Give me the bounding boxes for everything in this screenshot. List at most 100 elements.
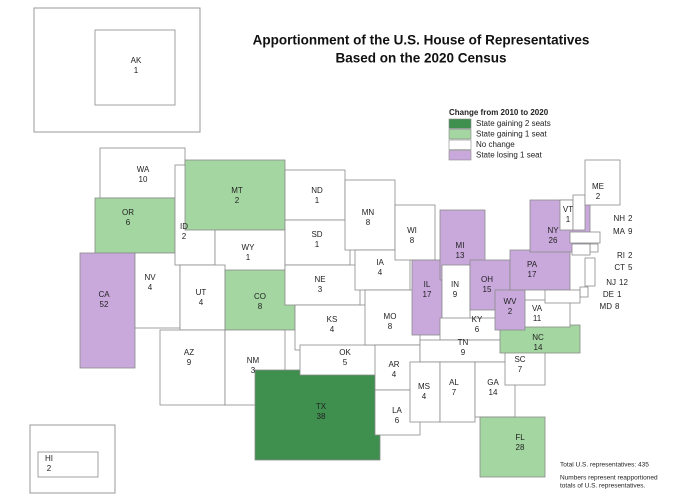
state (584, 159, 621, 206)
state (544, 289, 581, 304)
state-seats: 14 (534, 343, 543, 352)
state-seats: 6 (475, 325, 480, 334)
note: Numbers represent reapportioned (560, 475, 658, 482)
state (571, 243, 591, 256)
state-abbr: KY (472, 315, 483, 324)
legend-title: Change from 2010 to 2020 (449, 108, 549, 117)
state-seats: 2 (182, 232, 187, 241)
state-seats: 38 (317, 412, 326, 421)
state-seats: 1 (617, 290, 622, 299)
state-abbr: OH (481, 275, 493, 284)
state-abbr: AL (449, 378, 459, 387)
state-abbr: SC (514, 355, 525, 364)
state (344, 179, 396, 251)
states: AK1HI2WA10OR6CA52NV4ID2MT2WY1UT4AZ9CO8NM… (37, 29, 633, 478)
state-seats: 4 (392, 370, 397, 379)
state-abbr: OR (122, 208, 134, 217)
state-seats: 7 (518, 365, 523, 374)
state-seats: 14 (489, 388, 498, 397)
legend-label: State losing 1 seat (476, 151, 543, 160)
state-abbr: WI (407, 226, 417, 235)
state-abbr: NE (314, 275, 325, 284)
state-seats: 1 (134, 66, 139, 75)
state (294, 304, 376, 351)
state-abbr: DE (603, 290, 614, 299)
note: totals of U.S. representatives. (560, 483, 645, 490)
state (579, 286, 589, 298)
state-seats: 28 (516, 443, 525, 452)
state (394, 204, 436, 261)
state-abbr: MN (362, 208, 375, 217)
state (79, 252, 136, 369)
state-abbr: NC (532, 333, 544, 342)
state-abbr: MD (600, 302, 613, 311)
state (569, 231, 601, 244)
state-abbr: NV (144, 273, 156, 282)
state-seats: 9 (453, 290, 458, 299)
state-seats: 12 (619, 278, 628, 287)
state-seats: 2 (235, 196, 240, 205)
state-seats: 7 (452, 388, 457, 397)
state-abbr: MI (456, 241, 465, 250)
state-abbr: ND (311, 186, 323, 195)
state-abbr: WA (137, 165, 150, 174)
state-seats: 8 (410, 236, 415, 245)
state (184, 159, 286, 231)
state-seats: 26 (549, 236, 558, 245)
state-abbr: TX (316, 402, 327, 411)
state-seats: 2 (47, 464, 52, 473)
state-abbr: HI (45, 454, 53, 463)
state-abbr: AK (131, 56, 142, 65)
state (441, 264, 471, 321)
state-abbr: FL (515, 433, 525, 442)
state-seats: 2 (628, 251, 633, 260)
legend-swatch (448, 150, 472, 161)
title: Apportionment of the U.S. House of Repre… (253, 33, 590, 48)
state-seats: 13 (456, 251, 465, 260)
state (94, 197, 176, 254)
state-seats: 11 (533, 314, 542, 323)
state-seats: 8 (258, 302, 263, 311)
state-seats: 2 (628, 214, 633, 223)
state-abbr: CT (614, 263, 625, 272)
state-abbr: ID (180, 222, 188, 231)
legend-swatch (448, 118, 472, 129)
hawaii-inset (29, 424, 116, 494)
state-seats: 6 (395, 416, 400, 425)
state (589, 243, 599, 253)
state-abbr: RI (617, 251, 625, 260)
state-abbr: MO (384, 312, 397, 321)
state-abbr: MS (418, 382, 430, 391)
state-seats: 9 (628, 227, 633, 236)
state-abbr: NH (613, 214, 625, 223)
state (94, 29, 176, 106)
state-seats: 1 (246, 253, 251, 262)
state-seats: 8 (388, 322, 393, 331)
state-abbr: UT (196, 288, 207, 297)
alaska-inset (33, 7, 201, 133)
state (159, 329, 226, 406)
state-abbr: AZ (184, 348, 194, 357)
state (439, 361, 476, 423)
state-seats: 1 (315, 240, 320, 249)
state-abbr: SD (311, 230, 322, 239)
state-abbr: MT (231, 186, 243, 195)
state (134, 252, 181, 329)
state-seats: 4 (422, 392, 427, 401)
state-seats: 6 (126, 218, 131, 227)
state-abbr: AR (388, 360, 399, 369)
state (284, 264, 361, 306)
state-seats: 3 (318, 285, 323, 294)
state-seats: 2 (508, 307, 513, 316)
state-abbr: IN (451, 280, 459, 289)
state-seats: 17 (528, 270, 537, 279)
state (37, 451, 99, 478)
state-abbr: PA (527, 260, 538, 269)
state-abbr: NJ (606, 278, 616, 287)
legend-swatch (448, 129, 472, 140)
state (411, 259, 443, 336)
legend: State gaining 2 seats State gaining 1 sea… (448, 118, 551, 161)
state-abbr: CO (254, 292, 266, 301)
state-abbr: LA (392, 406, 402, 415)
